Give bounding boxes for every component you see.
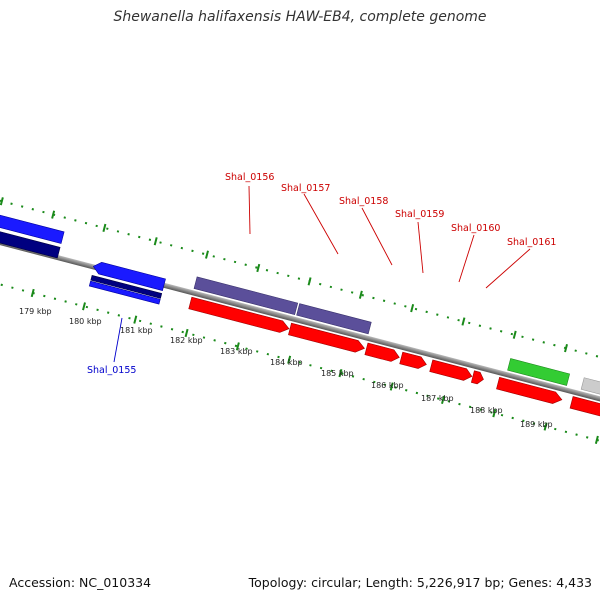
major-tick <box>184 328 189 338</box>
feature-gray[interactable] <box>580 377 600 405</box>
major-tick <box>512 330 517 339</box>
major-tick <box>102 223 107 233</box>
cds-reverse-0155[interactable] <box>92 261 166 291</box>
gene-label-shal-0155[interactable]: Shal_0155 <box>87 365 136 376</box>
major-tick <box>410 303 415 313</box>
major-tick <box>307 277 312 286</box>
gene-labels: Shal_0155 Shal_0156 Shal_0157 Shal_0158 … <box>87 172 556 376</box>
major-tick <box>594 435 599 445</box>
label-leaders <box>113 185 531 363</box>
major-tick <box>235 342 240 351</box>
gene-label-shal-0160[interactable]: Shal_0160 <box>451 223 500 234</box>
major-tick <box>492 409 497 418</box>
gene-label-shal-0158[interactable]: Shal_0158 <box>339 196 388 207</box>
major-tick <box>358 290 363 299</box>
cds-reverse-left[interactable] <box>0 211 65 244</box>
major-tick <box>461 317 466 326</box>
major-tick <box>82 302 86 311</box>
cds-forward-edge[interactable] <box>569 396 600 421</box>
cds-forward-next[interactable] <box>496 376 563 405</box>
cds-forward-0159[interactable] <box>399 351 428 370</box>
accession-text: Accession: NC_010334 <box>9 575 152 590</box>
feature-purple-2[interactable] <box>296 303 372 335</box>
cds-forward-0158[interactable] <box>364 342 401 363</box>
cds-darkblue-0155[interactable] <box>90 274 163 299</box>
major-tick <box>0 197 4 206</box>
major-tick <box>256 263 261 273</box>
major-tick <box>133 315 138 324</box>
cds-forward-0157[interactable] <box>288 322 366 354</box>
major-tick <box>153 237 158 246</box>
cds-forward-0156[interactable] <box>188 296 291 334</box>
cds-darkblue-left[interactable] <box>0 226 61 259</box>
feature-purple-1[interactable] <box>193 276 299 316</box>
gene-label-shal-0159[interactable]: Shal_0159 <box>395 209 444 220</box>
cds-blue-strip-0155[interactable] <box>88 280 161 305</box>
tick-label: 188 kbp <box>470 406 503 415</box>
tick-label: 181 kbp <box>120 326 153 335</box>
major-tick <box>338 368 343 378</box>
major-tick <box>205 250 209 259</box>
tick-label: 179 kbp <box>19 307 52 316</box>
tick-label: 180 kbp <box>69 317 102 326</box>
genome-summary-text: Topology: circular; Length: 5,226,917 bp… <box>248 575 592 590</box>
tick-label: 184 kbp <box>270 358 303 367</box>
gene-label-shal-0156[interactable]: Shal_0156 <box>225 172 274 183</box>
tick-label: 185 kbp <box>321 369 354 378</box>
tick-label: 187 kbp <box>421 394 454 403</box>
sequence-track <box>0 197 600 445</box>
gene-label-shal-0161[interactable]: Shal_0161 <box>507 237 556 248</box>
upper-major-ticks <box>0 197 568 353</box>
feature-green[interactable] <box>507 358 571 386</box>
gene-label-shal-0157[interactable]: Shal_0157 <box>281 183 330 194</box>
lower-major-ticks <box>30 288 599 445</box>
major-tick <box>441 395 445 404</box>
major-tick <box>543 422 548 431</box>
genome-title: Shewanella halifaxensis HAW-EB4, complet… <box>113 9 487 25</box>
cds-forward-0161[interactable] <box>470 370 485 385</box>
major-tick <box>51 210 56 219</box>
tick-label: 189 kbp <box>520 420 553 429</box>
tick-label: 183 kbp <box>220 347 253 356</box>
tick-label: 182 kbp <box>170 336 203 345</box>
major-tick <box>564 344 568 353</box>
cds-forward-0160[interactable] <box>429 359 474 382</box>
major-tick <box>389 382 394 391</box>
tick-labels: 179 kbp 180 kbp 181 kbp 182 kbp 183 kbp … <box>19 307 553 429</box>
tick-label: 186 kbp <box>371 381 404 390</box>
major-tick <box>30 288 35 298</box>
major-tick <box>287 355 292 364</box>
